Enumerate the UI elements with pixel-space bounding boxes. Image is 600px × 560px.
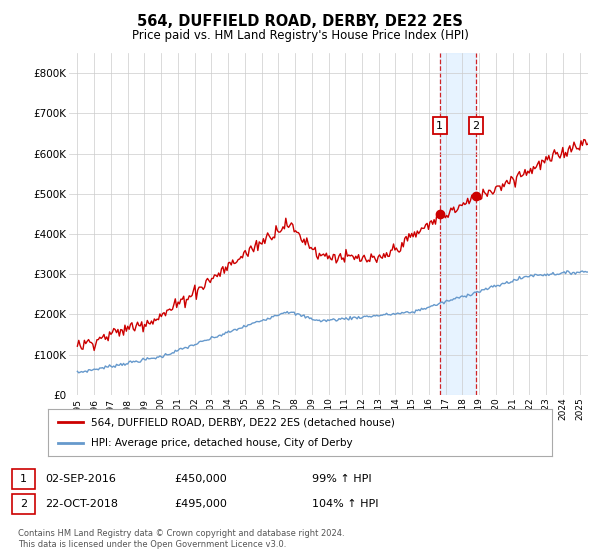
Text: 564, DUFFIELD ROAD, DERBY, DE22 2ES (detached house): 564, DUFFIELD ROAD, DERBY, DE22 2ES (det… <box>91 417 395 427</box>
Text: 104% ↑ HPI: 104% ↑ HPI <box>312 499 379 509</box>
Text: 2: 2 <box>473 120 479 130</box>
Text: HPI: Average price, detached house, City of Derby: HPI: Average price, detached house, City… <box>91 438 352 448</box>
Text: 22-OCT-2018: 22-OCT-2018 <box>45 499 118 509</box>
Text: £495,000: £495,000 <box>174 499 227 509</box>
Text: 2: 2 <box>20 499 27 509</box>
Text: 1: 1 <box>436 120 443 130</box>
Text: 564, DUFFIELD ROAD, DERBY, DE22 2ES: 564, DUFFIELD ROAD, DERBY, DE22 2ES <box>137 14 463 29</box>
Text: 99% ↑ HPI: 99% ↑ HPI <box>312 474 371 484</box>
Text: Contains HM Land Registry data © Crown copyright and database right 2024.
This d: Contains HM Land Registry data © Crown c… <box>18 529 344 549</box>
Text: 02-SEP-2016: 02-SEP-2016 <box>45 474 116 484</box>
Text: Price paid vs. HM Land Registry's House Price Index (HPI): Price paid vs. HM Land Registry's House … <box>131 29 469 42</box>
Text: 1: 1 <box>20 474 27 484</box>
Bar <box>440 53 476 395</box>
Text: £450,000: £450,000 <box>174 474 227 484</box>
